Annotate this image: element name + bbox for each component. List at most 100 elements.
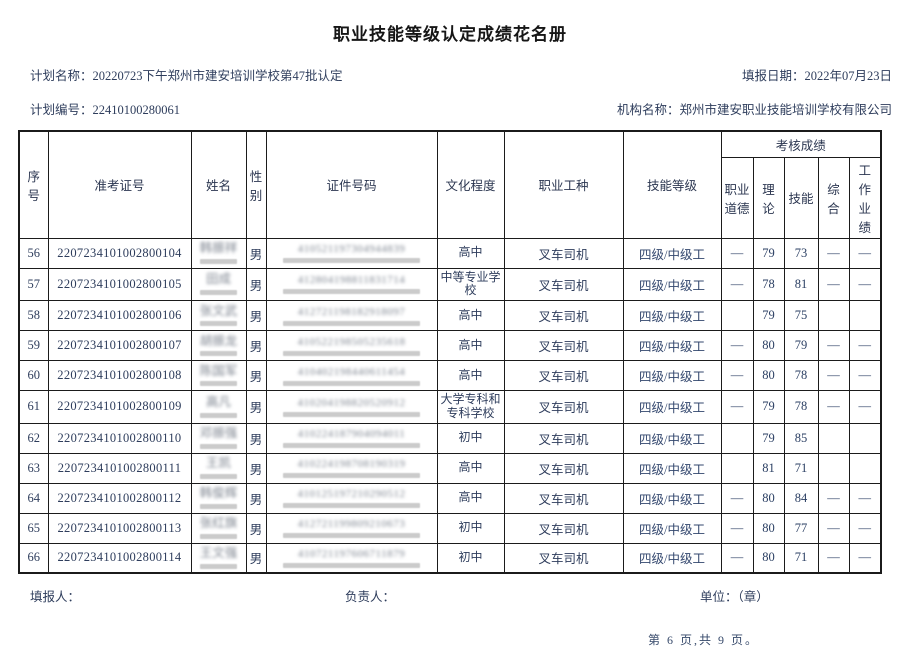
ticket-cell: 2207234101002800113 xyxy=(47,512,192,544)
page-title: 职业技能等级认定成绩花名册 xyxy=(333,25,567,44)
name-cell-blurred-text: 张红旗 xyxy=(199,516,238,531)
ticket-cell: 2207234101002800114 xyxy=(47,542,192,574)
name-cell: 陈国军 xyxy=(190,360,247,392)
id-cell-blurred-text: 410521197304944839 xyxy=(297,242,406,255)
id-cell-blurred-text: 410224198708190319 xyxy=(297,458,406,471)
score-cell: — xyxy=(848,390,882,424)
id-cell: 412804198811831714 xyxy=(265,267,438,302)
gender-cell: 男 xyxy=(245,542,267,574)
name-cell-blurred-text: 韩俊辉 xyxy=(199,486,238,501)
table-row: 57 2207234101002800105 田成男 4128041988118317… xyxy=(18,267,882,302)
name-cell-blurred-text: 胡振龙 xyxy=(199,333,238,348)
redaction-bar xyxy=(199,534,238,540)
score-cell: 78 xyxy=(783,360,819,392)
level-cell: 四级/中级工 xyxy=(622,300,722,332)
redaction-bar xyxy=(282,562,421,568)
meta-row-org: 计划编号：22410100280061 机构名称：郑州市建安职业技能培训学校有限… xyxy=(0,99,900,118)
redaction-bar xyxy=(199,444,238,450)
occupation-cell: 叉车司机 xyxy=(503,482,624,514)
score-cell: 80 xyxy=(752,330,785,362)
level-cell: 四级/中级工 xyxy=(622,422,722,454)
ticket-cell: 2207234101002800106 xyxy=(47,300,192,332)
id-cell-blurred-text: 410721197606711879 xyxy=(297,547,406,560)
score-cell: — xyxy=(817,360,850,392)
score-cell: 79 xyxy=(752,422,785,454)
score-cell xyxy=(720,300,754,332)
ticket-cell: 2207234101002800104 xyxy=(47,237,192,269)
education-cell: 高中 xyxy=(436,360,505,392)
col-header-score-comprehensive: 综合 xyxy=(817,156,850,239)
education-cell: 初中 xyxy=(436,422,505,454)
org-name-value: 郑州市建安职业技能培训学校有限公司 xyxy=(679,103,892,117)
fill-date: 填报日期：2022年07月23日 xyxy=(742,65,892,84)
score-cell: — xyxy=(720,360,754,392)
table-row: 58 2207234101002800106 张文武男 412721198182918… xyxy=(18,300,882,332)
name-cell: 张红旗 xyxy=(190,512,247,544)
id-cell-blurred-text: 410125197210290512 xyxy=(297,488,406,501)
level-cell: 四级/中级工 xyxy=(622,390,722,424)
redaction-bar xyxy=(199,563,238,569)
seq-cell: 57 xyxy=(18,267,49,302)
level-cell: 四级/中级工 xyxy=(622,330,722,362)
seq-cell: 65 xyxy=(18,512,49,544)
id-cell-blurred-text: 412721199809210673 xyxy=(297,518,406,531)
redaction-bar xyxy=(199,258,238,264)
plan-no-label: 计划编号： xyxy=(30,103,93,117)
score-cell: — xyxy=(817,267,850,302)
unit-stamp-placeholder: （章） xyxy=(737,590,769,605)
score-cell xyxy=(720,422,754,454)
plan-name-label: 计划名称： xyxy=(30,69,93,83)
plan-name-value: 20220723下午郑州市建安培训学校第47批认定 xyxy=(92,69,343,83)
col-header-score-work: 工作业绩 xyxy=(848,156,882,239)
name-cell: 韩振祥 xyxy=(190,237,247,269)
level-cell: 四级/中级工 xyxy=(622,237,722,269)
redaction-bar xyxy=(282,258,421,264)
score-cell: 71 xyxy=(783,542,819,574)
name-cell: 高凡 xyxy=(190,390,247,424)
seq-cell: 58 xyxy=(18,300,49,332)
ticket-cell: 2207234101002800108 xyxy=(47,360,192,392)
score-cell: 79 xyxy=(752,237,785,269)
id-cell-blurred-text: 410522198505235618 xyxy=(297,335,406,348)
occupation-cell: 叉车司机 xyxy=(503,422,624,454)
signature-row: 填报人： 负责人： 单位：（章） xyxy=(0,586,900,605)
id-cell: 410522198505235618 xyxy=(265,330,438,362)
gender-cell: 男 xyxy=(245,360,267,392)
score-cell: 75 xyxy=(783,300,819,332)
redaction-bar xyxy=(199,504,238,510)
redaction-bar xyxy=(282,289,421,295)
col-header-score-skill: 技能 xyxy=(783,156,819,239)
score-cell: 79 xyxy=(752,390,785,424)
id-cell-blurred-text: 410224187904094011 xyxy=(297,428,406,441)
name-cell: 田成 xyxy=(190,267,247,302)
education-cell: 高中 xyxy=(436,482,505,514)
redaction-bar xyxy=(282,411,421,417)
name-cell: 胡振龙 xyxy=(190,330,247,362)
score-cell: 84 xyxy=(783,482,819,514)
col-header-score-group: 考核成绩 xyxy=(720,130,882,158)
score-cell xyxy=(848,452,882,484)
score-cell: 77 xyxy=(783,512,819,544)
level-cell: 四级/中级工 xyxy=(622,542,722,574)
id-cell: 410224187904094011 xyxy=(265,422,438,454)
score-cell xyxy=(817,300,850,332)
score-cell: 73 xyxy=(783,237,819,269)
gender-cell: 男 xyxy=(245,482,267,514)
name-cell-blurred-text: 邓振强 xyxy=(199,426,238,441)
id-cell: 410224198708190319 xyxy=(265,452,438,484)
col-header-score-theory: 理论 xyxy=(752,156,785,239)
name-cell: 韩俊辉 xyxy=(190,482,247,514)
id-cell: 410721197606711879 xyxy=(265,542,438,574)
name-cell: 邓振强 xyxy=(190,422,247,454)
level-cell: 四级/中级工 xyxy=(622,512,722,544)
name-cell-blurred-text: 陈国军 xyxy=(199,363,238,378)
id-cell-blurred-text: 412804198811831714 xyxy=(297,274,406,287)
occupation-cell: 叉车司机 xyxy=(503,542,624,574)
plan-no: 计划编号：22410100280061 xyxy=(30,99,180,118)
occupation-cell: 叉车司机 xyxy=(503,360,624,392)
name-cell-blurred-text: 高凡 xyxy=(205,395,231,410)
score-cell: — xyxy=(817,390,850,424)
score-cell xyxy=(817,452,850,484)
score-cell: — xyxy=(720,390,754,424)
score-cell: 78 xyxy=(752,267,785,302)
